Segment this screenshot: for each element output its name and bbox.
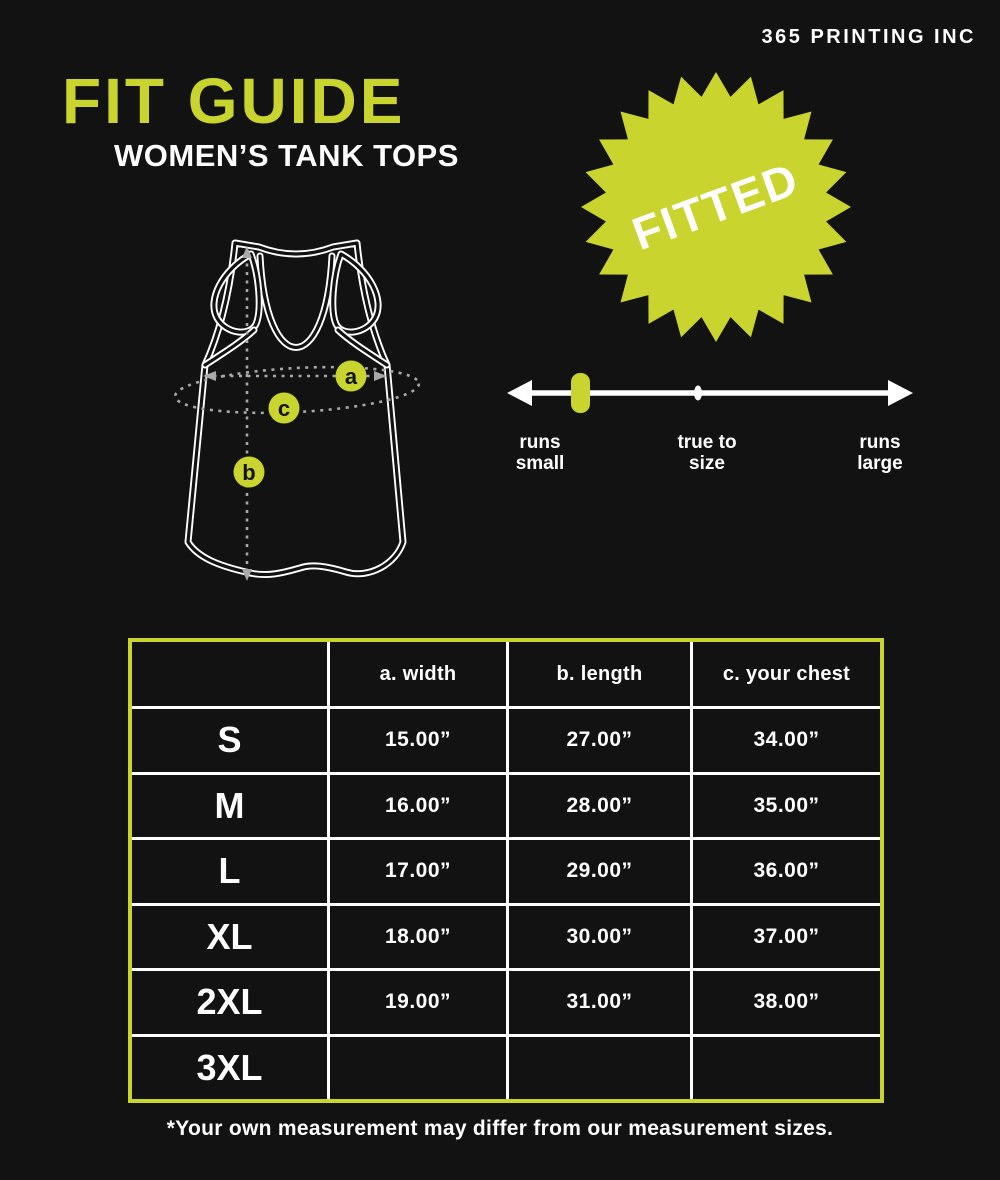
length-value: 27.00” (509, 709, 690, 772)
size-label: M (132, 774, 327, 837)
col-header-chest: c. your chest (693, 642, 880, 706)
true-to-size-tick (694, 385, 702, 401)
chest-value: 35.00” (693, 774, 880, 837)
size-label: 3XL (132, 1036, 327, 1099)
length-value: 28.00” (509, 774, 690, 837)
chest-value (693, 1036, 880, 1099)
length-value (509, 1036, 690, 1099)
chest-value: 36.00” (693, 840, 880, 903)
col-header-width: a. width (330, 642, 506, 706)
fit-scale-marker (571, 373, 590, 413)
size-label: S (132, 709, 327, 772)
measurement-footnote: *Your own measurement may differ from ou… (166, 1117, 834, 1140)
tank-top-diagram: a c b (173, 230, 421, 581)
col-header-blank (132, 642, 327, 706)
starburst-icon (581, 72, 851, 342)
chest-value: 38.00” (693, 971, 880, 1034)
page-subtitle: WOMEN’S TANK TOPS (114, 138, 459, 173)
fit-scale (507, 373, 913, 413)
fitted-badge: FITTED (581, 72, 851, 342)
width-value: 17.00” (330, 840, 506, 903)
chest-value: 34.00” (693, 709, 880, 772)
col-header-length: b. length (509, 642, 690, 706)
length-measure-line (242, 246, 252, 581)
scale-label-runs-large: runs large (857, 432, 903, 475)
size-label: L (132, 840, 327, 903)
length-value: 30.00” (509, 905, 690, 968)
chest-measure-ellipse (173, 365, 421, 415)
width-value: 18.00” (330, 905, 506, 968)
width-value: 19.00” (330, 971, 506, 1034)
width-value: 15.00” (330, 709, 506, 772)
scale-label-runs-small: runs small (515, 432, 565, 475)
width-value: 16.00” (330, 774, 506, 837)
marker-a: a (335, 360, 367, 392)
marker-c: c (268, 392, 300, 424)
size-label: XL (132, 905, 327, 968)
svg-text:c: c (278, 396, 290, 421)
svg-text:b: b (242, 460, 255, 485)
chest-value: 37.00” (693, 905, 880, 968)
size-label: 2XL (132, 971, 327, 1034)
scale-label-true-to-size: true to size (677, 432, 737, 475)
marker-b: b (233, 456, 265, 488)
brand-text: 365 PRINTING INC (761, 26, 976, 48)
length-value: 31.00” (509, 971, 690, 1034)
size-table: a. width b. length c. your chest S 15.00… (128, 638, 884, 1103)
svg-text:a: a (345, 364, 358, 389)
length-value: 29.00” (509, 840, 690, 903)
width-value (330, 1036, 506, 1099)
fit-scale-arrow (507, 380, 913, 406)
page-title: FIT GUIDE (62, 65, 406, 137)
